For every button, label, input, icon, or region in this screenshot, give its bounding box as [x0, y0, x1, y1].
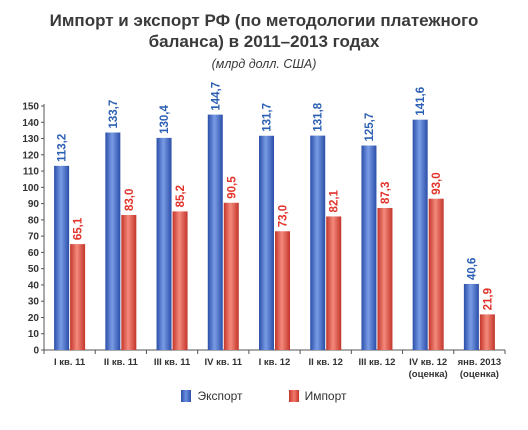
- y-tick-label: 100: [22, 183, 39, 194]
- x-tick-label: I кв. 12: [259, 357, 291, 368]
- title-line-2: баланса) в 2011–2013 годах: [148, 32, 380, 51]
- bar-export: [310, 135, 326, 350]
- x-tick-label: янв. 2013: [458, 357, 502, 368]
- data-label-import: 90,5: [226, 176, 238, 199]
- bar-import: [377, 207, 393, 350]
- legend-label-export: Экспорт: [197, 389, 243, 403]
- y-tick-label: 150: [22, 102, 39, 113]
- bar-export: [54, 165, 70, 350]
- x-tick-label: IV кв. 11: [205, 357, 243, 368]
- data-label-import: 83,0: [124, 189, 136, 211]
- x-tick-label: I кв. 11: [54, 357, 86, 368]
- data-label-export: 113,2: [57, 134, 69, 162]
- y-tick-label: 40: [28, 280, 40, 291]
- legend-swatch-export: [181, 390, 192, 402]
- legend-item-export: Экспорт: [181, 389, 243, 403]
- chart-subtitle: (млрд долл. США): [211, 57, 317, 71]
- bar-export: [259, 135, 274, 350]
- y-tick-label: 0: [33, 346, 39, 357]
- data-label-import: 85,2: [175, 185, 187, 207]
- y-tick-label: 90: [28, 199, 40, 210]
- y-tick-label: 130: [22, 134, 39, 145]
- y-tick-label: 110: [23, 167, 40, 178]
- bar-import: [479, 314, 495, 350]
- data-label-import: 21,9: [482, 288, 494, 310]
- x-tick-label: II кв. 11: [104, 357, 139, 368]
- bar-export: [207, 114, 223, 350]
- legend-item-import: Импорт: [288, 389, 347, 403]
- y-tick-label: 60: [28, 248, 40, 259]
- chart-title: Импорт и экспорт РФ (по методологии плат…: [0, 10, 528, 52]
- data-label-export: 141,6: [415, 87, 427, 116]
- bar-import: [428, 198, 444, 350]
- legend-label-import: Импорт: [304, 389, 347, 403]
- y-tick-label: 70: [28, 232, 40, 243]
- bar-import: [275, 231, 290, 350]
- bar-import: [223, 202, 239, 350]
- x-tick-label: (оценка): [460, 369, 499, 380]
- x-tick-label: IV кв. 12: [409, 357, 447, 368]
- y-tick-label: 30: [28, 297, 40, 308]
- y-tick-label: 140: [22, 118, 39, 129]
- bar-import: [326, 216, 342, 350]
- bar-export: [156, 137, 172, 350]
- data-label-import: 87,3: [380, 182, 392, 204]
- data-label-export: 131,7: [262, 103, 274, 132]
- y-tick-label: 10: [28, 329, 40, 340]
- y-tick-label: 120: [22, 150, 39, 161]
- bar-export: [105, 132, 121, 350]
- y-tick-label: 50: [28, 264, 40, 275]
- data-label-export: 133,7: [108, 100, 120, 129]
- y-tick-label: 80: [28, 215, 40, 226]
- data-label-import: 82,1: [329, 189, 341, 212]
- bar-export: [361, 145, 377, 350]
- legend-swatch-import: [288, 390, 299, 402]
- data-label-export: 40,6: [466, 258, 478, 280]
- data-label-export: 130,4: [159, 105, 171, 134]
- bar-export: [463, 283, 479, 350]
- y-tick-label: 20: [28, 313, 40, 324]
- data-label-import: 73,0: [278, 205, 290, 227]
- bar-import: [70, 244, 86, 350]
- data-label-export: 144,7: [210, 82, 222, 111]
- x-tick-label: (оценка): [409, 369, 448, 380]
- title-line-1: Импорт и экспорт РФ (по методологии плат…: [49, 11, 479, 30]
- data-label-export: 131,8: [313, 102, 325, 131]
- data-label-import: 93,0: [431, 172, 443, 194]
- legend: Экспорт Импорт: [0, 389, 528, 403]
- x-tick-label: II кв. 12: [309, 357, 343, 368]
- bar-import: [172, 211, 188, 350]
- data-label-import: 65,1: [73, 217, 85, 240]
- bar-import: [121, 214, 137, 350]
- data-label-export: 125,7: [364, 113, 376, 142]
- x-tick-label: III кв. 12: [358, 357, 395, 368]
- x-tick-label: III кв. 11: [154, 357, 191, 368]
- bar-export: [412, 119, 428, 350]
